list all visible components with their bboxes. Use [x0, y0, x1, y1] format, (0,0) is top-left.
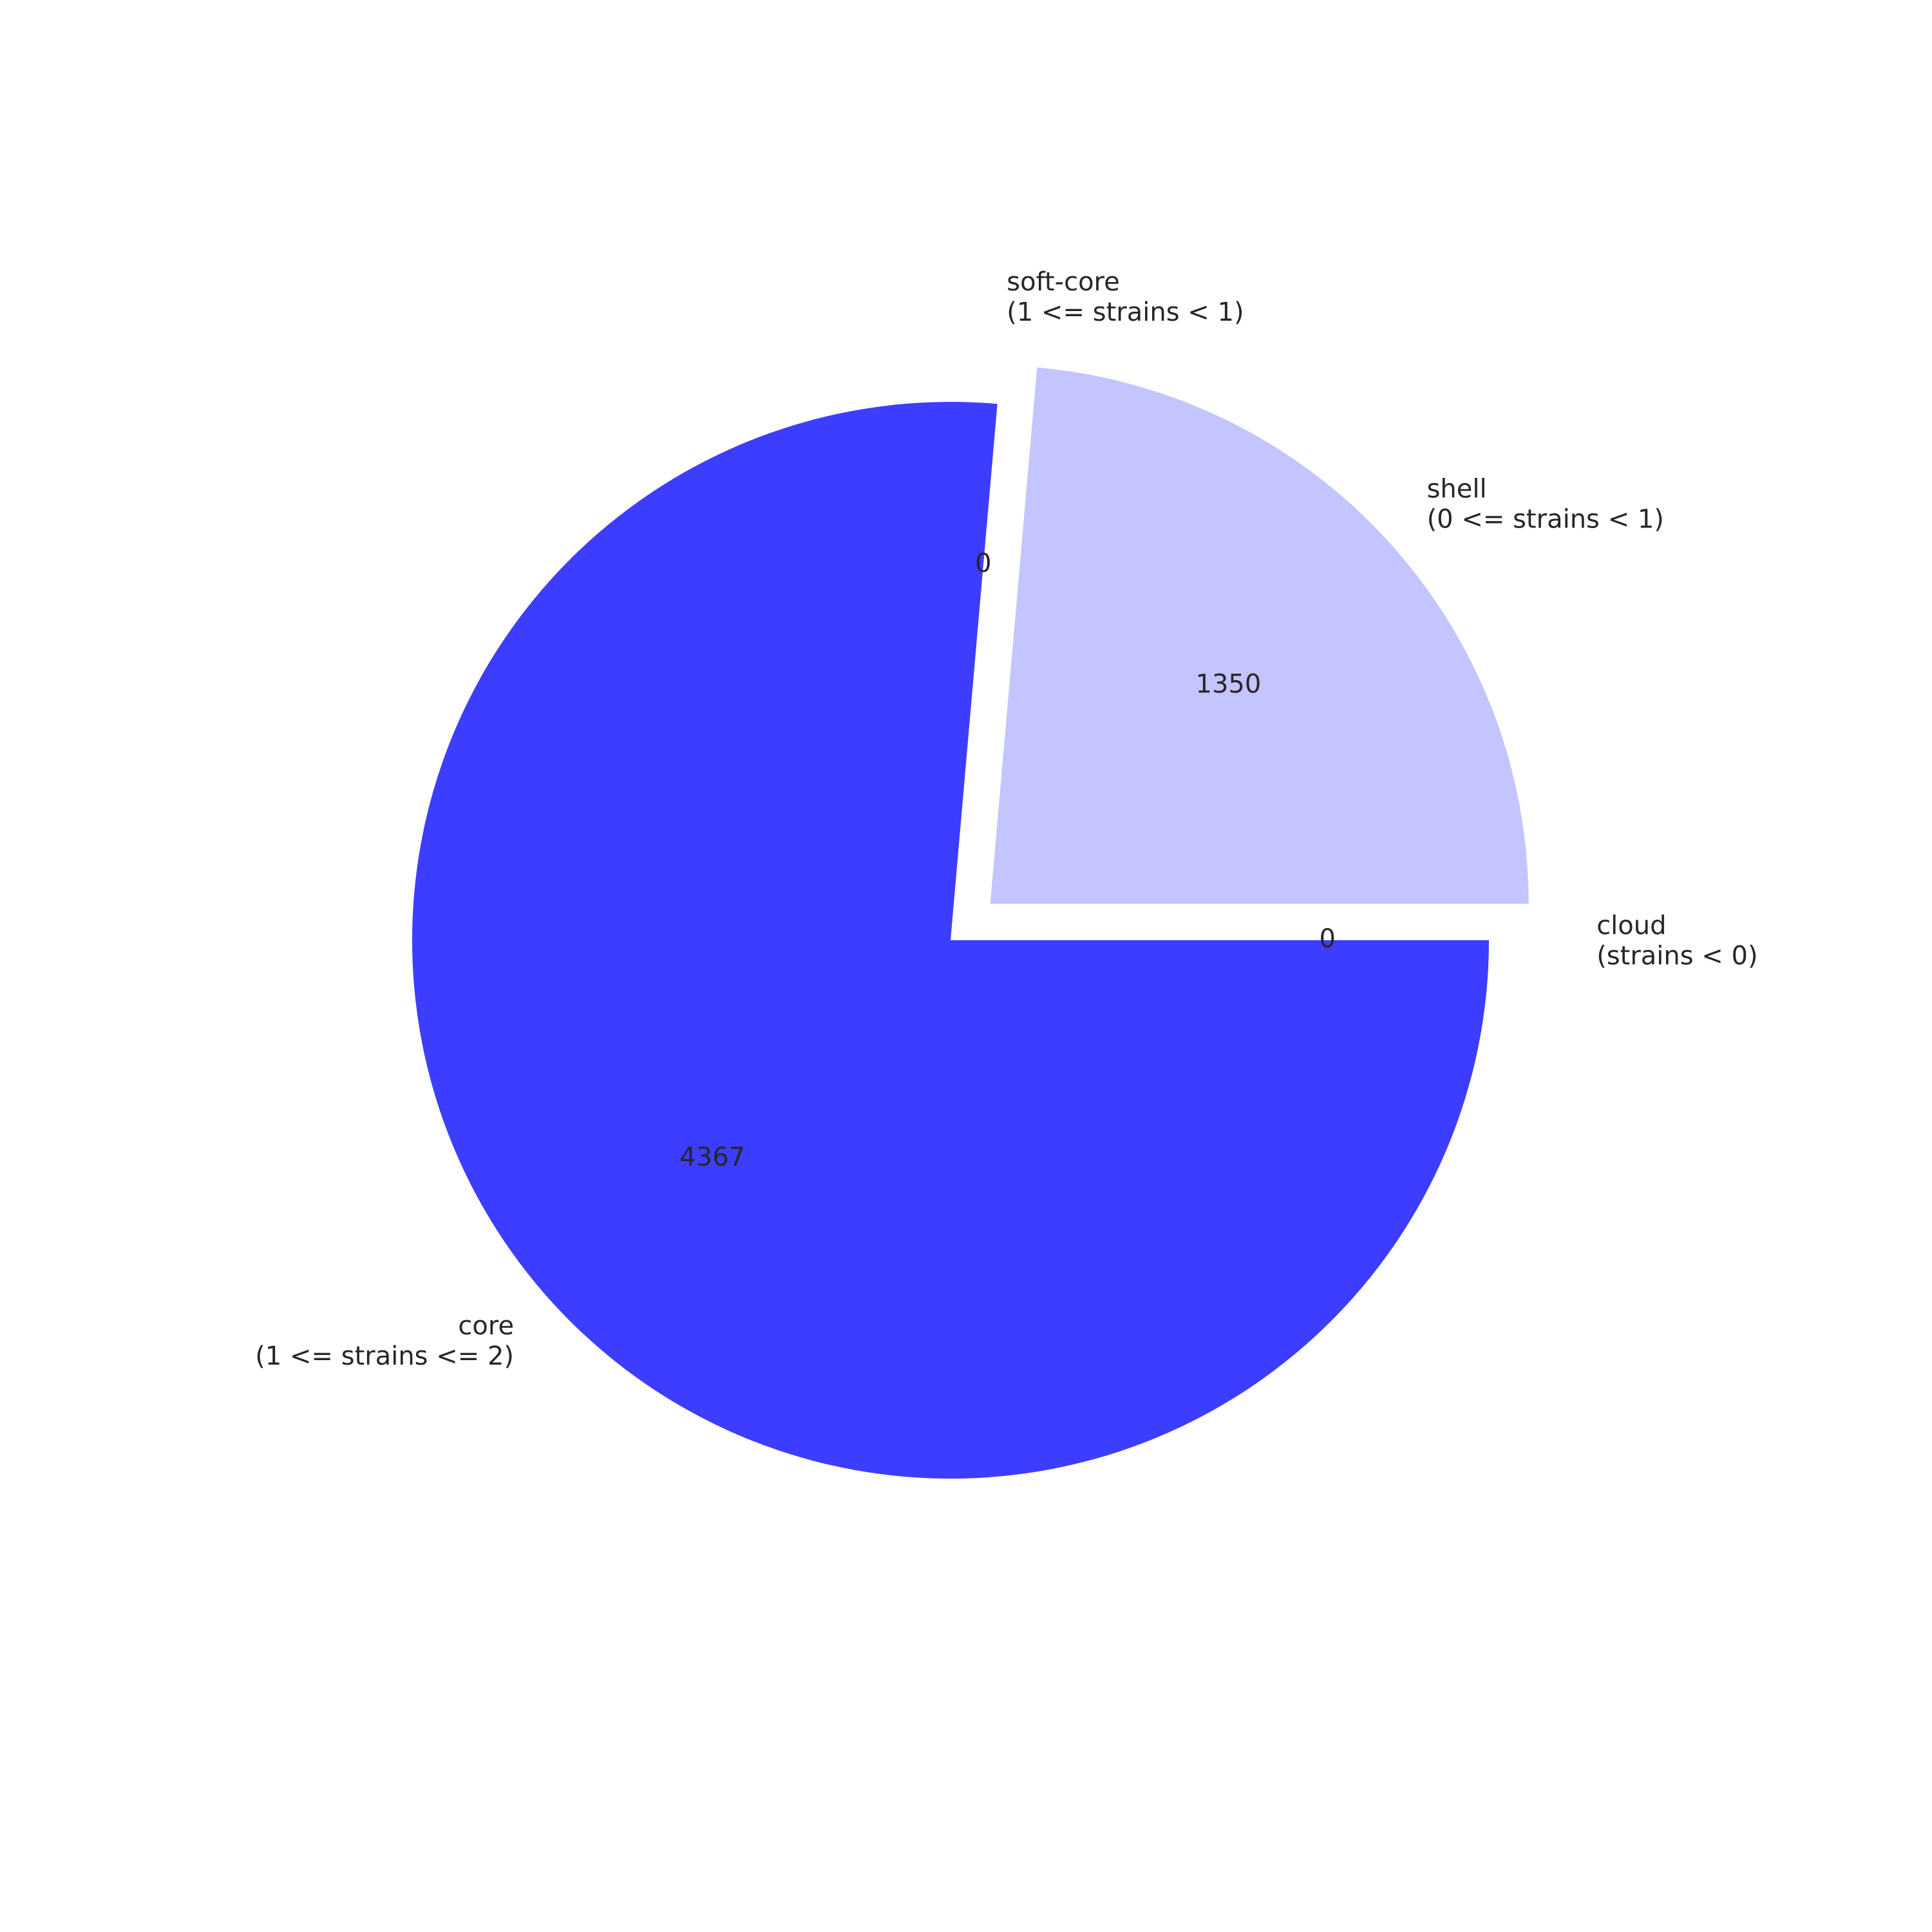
value-label-core: 4367 [679, 1142, 745, 1172]
category-label-line: (strains < 0) [1596, 942, 1757, 971]
category-label-shell: shell (0 <= strains < 1) [1427, 475, 1664, 535]
category-label-soft-core: soft-core (1 <= strains < 1) [1007, 267, 1244, 327]
category-label-line: shell [1427, 475, 1487, 504]
category-label-line: (1 <= strains <= 2) [255, 1341, 514, 1371]
category-label-line: soft-core [1007, 267, 1119, 297]
category-label-line: cloud [1596, 911, 1666, 941]
category-label-line: core [458, 1311, 514, 1341]
category-label-line: (0 <= strains < 1) [1427, 505, 1664, 535]
slice-shell [990, 367, 1529, 904]
value-label-cloud: 0 [1319, 924, 1335, 954]
value-label-shell: 1350 [1196, 670, 1262, 699]
category-label-core: core (1 <= strains <= 2) [255, 1311, 514, 1371]
category-label-line: (1 <= strains < 1) [1007, 298, 1244, 327]
value-label-soft-core: 0 [975, 549, 991, 578]
category-label-cloud: cloud (strains < 0) [1596, 911, 1757, 971]
slice-core [412, 401, 1490, 1479]
